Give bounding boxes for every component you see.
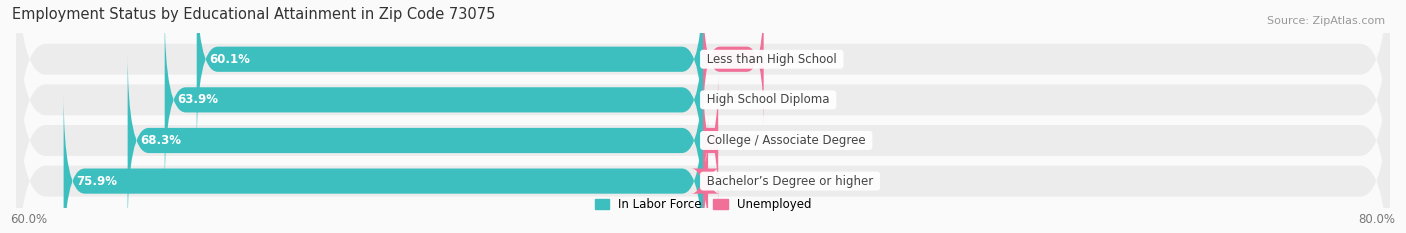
Text: 68.3%: 68.3% [141, 134, 181, 147]
Text: Less than High School: Less than High School [703, 53, 841, 66]
Text: Source: ZipAtlas.com: Source: ZipAtlas.com [1267, 16, 1385, 26]
Text: Bachelor’s Degree or higher: Bachelor’s Degree or higher [703, 175, 877, 188]
Text: Employment Status by Educational Attainment in Zip Code 73075: Employment Status by Educational Attainm… [13, 7, 495, 22]
FancyBboxPatch shape [63, 92, 703, 233]
Text: 63.9%: 63.9% [177, 93, 218, 106]
Text: 1.8%: 1.8% [728, 134, 758, 147]
Text: 0.0%: 0.0% [713, 93, 742, 106]
FancyBboxPatch shape [702, 72, 720, 209]
FancyBboxPatch shape [17, 0, 1389, 186]
FancyBboxPatch shape [17, 0, 1389, 226]
FancyBboxPatch shape [692, 113, 720, 233]
FancyBboxPatch shape [703, 0, 763, 128]
FancyBboxPatch shape [17, 54, 1389, 233]
FancyBboxPatch shape [128, 51, 703, 230]
Text: 7.2%: 7.2% [773, 53, 804, 66]
Text: 0.6%: 0.6% [718, 175, 748, 188]
FancyBboxPatch shape [165, 11, 703, 189]
Text: 60.1%: 60.1% [209, 53, 250, 66]
Legend: In Labor Force, Unemployed: In Labor Force, Unemployed [589, 193, 817, 216]
FancyBboxPatch shape [17, 14, 1389, 233]
FancyBboxPatch shape [197, 0, 703, 148]
Text: College / Associate Degree: College / Associate Degree [703, 134, 869, 147]
Text: High School Diploma: High School Diploma [703, 93, 834, 106]
Text: 75.9%: 75.9% [76, 175, 117, 188]
